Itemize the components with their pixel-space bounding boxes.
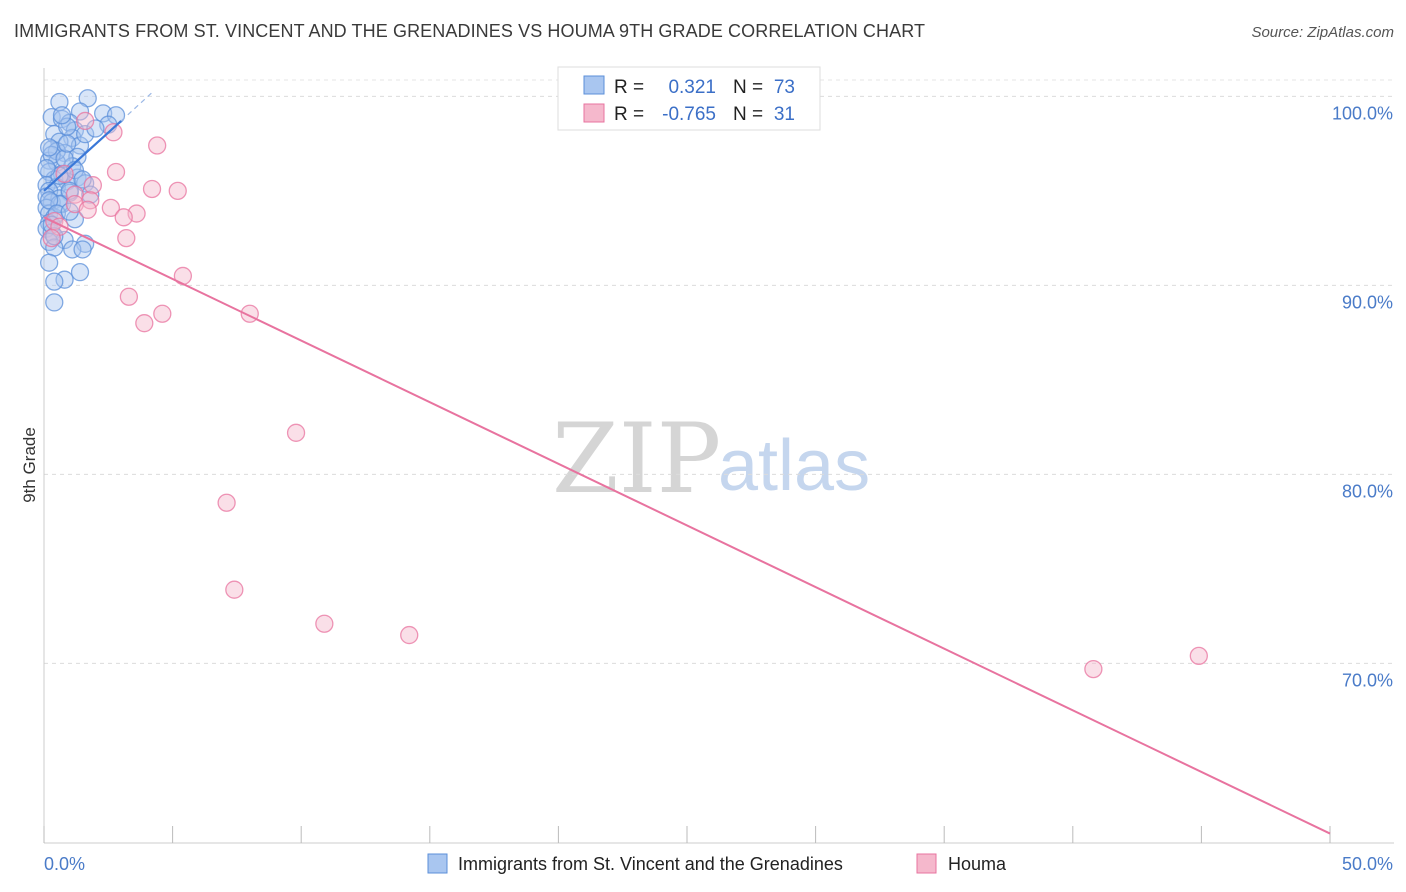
series-legend-swatch-pink (916, 853, 937, 874)
blue-point-57 (76, 125, 95, 144)
pink-point-17 (42, 228, 61, 248)
legend-swatch-blue (583, 75, 605, 95)
pink-point-25 (217, 493, 236, 512)
legend-r-value-0: 0.321 (668, 77, 716, 98)
pink-point-14 (114, 208, 133, 227)
pink-point-30 (1189, 646, 1208, 666)
pink-point-1 (148, 136, 167, 155)
pink-point-3 (106, 162, 126, 182)
legend-r-value-1: -0.765 (662, 104, 716, 125)
legend-n-label-1: N = (733, 104, 763, 125)
trend-line-blue-extension (120, 92, 153, 122)
watermark-atlas: atlas (718, 426, 870, 506)
series-legend: Immigrants from St. Vincent and the Gren… (427, 853, 1007, 874)
y-tick-labels: 70.0% 80.0% 90.0% 100.0% (1332, 103, 1393, 690)
series-houma (42, 111, 1208, 679)
pink-point-29 (1084, 659, 1103, 679)
pink-point-4 (142, 179, 162, 199)
blue-point-59 (55, 149, 74, 168)
blue-point-62 (57, 134, 77, 153)
pink-point-24 (286, 423, 306, 442)
pink-point-21 (153, 304, 172, 323)
trend-lines (43, 92, 1331, 835)
pink-point-5 (168, 181, 187, 201)
blue-point-51 (45, 272, 64, 291)
blue-point-49 (70, 262, 90, 282)
series-legend-label-0: Immigrants from St. Vincent and the Gren… (458, 854, 843, 874)
blue-point-72 (39, 138, 59, 157)
trend-line-blue (43, 120, 122, 192)
pink-point-18 (117, 228, 136, 248)
blue-point-65 (37, 159, 56, 178)
blue-point-52 (45, 293, 64, 312)
pink-point-6 (83, 176, 103, 195)
pink-point-12 (78, 200, 97, 219)
x-tick-labels: 0.0% 50.0% (44, 854, 1393, 874)
legend-n-value-0: 73 (774, 77, 795, 98)
blue-point-68 (52, 106, 72, 125)
pink-point-28 (400, 625, 419, 645)
legend-n-value-1: 31 (774, 104, 795, 125)
blue-point-69 (86, 119, 105, 138)
gridlines (44, 79, 1394, 664)
blue-point-48 (39, 253, 59, 272)
series-legend-swatch-blue (427, 853, 448, 874)
x-tick-label-0: 0.0% (44, 854, 85, 874)
watermark-zip: ZIP (552, 403, 721, 515)
source-label: Source: ZipAtlas.com (1251, 24, 1394, 41)
stats-legend: R = 0.321 N = 73 R = -0.765 N = 31 (557, 66, 821, 131)
legend-r-label-1: R = (614, 104, 644, 125)
watermark: ZIP atlas (552, 403, 870, 515)
blue-point-46 (63, 240, 82, 259)
y-tick-label-3: 100.0% (1332, 103, 1393, 123)
legend-n-label-0: N = (733, 77, 763, 98)
series-legend-label-1: Houma (948, 854, 1007, 874)
y-tick-label-1: 80.0% (1342, 481, 1393, 501)
x-tick-label-1: 50.0% (1342, 854, 1393, 874)
blue-point-47 (73, 240, 92, 259)
y-axis-label: 9th Grade (20, 427, 39, 503)
y-tick-label-0: 70.0% (1342, 670, 1393, 690)
pink-point-22 (135, 314, 154, 333)
blue-point-67 (73, 170, 92, 189)
blue-point-2 (70, 102, 90, 121)
legend-r-label-0: R = (614, 77, 644, 98)
pink-point-27 (315, 614, 334, 633)
pink-point-0 (76, 111, 95, 131)
legend-swatch-pink (583, 103, 605, 123)
trend-line-pink (43, 216, 1331, 835)
pink-point-2 (104, 123, 123, 142)
pink-point-26 (225, 580, 244, 599)
pink-point-20 (119, 287, 139, 306)
chart-title: IMMIGRANTS FROM ST. VINCENT AND THE GREN… (14, 21, 926, 41)
blue-point-70 (45, 227, 64, 246)
pink-point-11 (101, 198, 121, 218)
y-tick-label-2: 90.0% (1342, 292, 1393, 312)
